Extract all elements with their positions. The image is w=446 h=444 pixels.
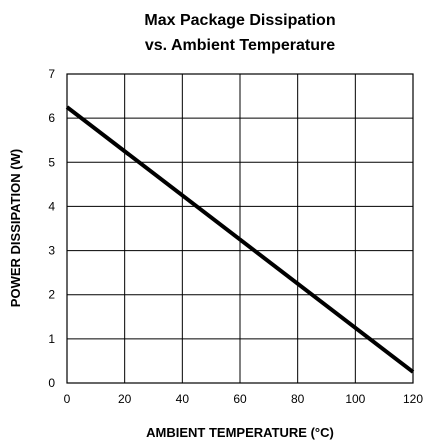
x-tick-label: 120 bbox=[403, 392, 423, 406]
y-tick-label: 5 bbox=[48, 155, 55, 169]
y-axis-label: POWER DISSIPATION (W) bbox=[8, 149, 23, 307]
x-tick-label: 20 bbox=[118, 392, 132, 406]
y-tick-label: 1 bbox=[48, 332, 55, 346]
y-tick-label: 6 bbox=[48, 111, 55, 125]
x-tick-label: 80 bbox=[291, 392, 305, 406]
x-tick-label: 0 bbox=[64, 392, 71, 406]
y-tick-label: 4 bbox=[48, 199, 55, 213]
x-tick-label: 60 bbox=[233, 392, 247, 406]
chart-title-line1: Max Package Dissipation bbox=[144, 12, 335, 29]
x-tick-label: 40 bbox=[176, 392, 190, 406]
y-tick-labels: 0 1 2 3 4 5 6 7 bbox=[48, 67, 55, 390]
x-tick-label: 100 bbox=[345, 392, 365, 406]
y-tick-label: 0 bbox=[48, 376, 55, 390]
grid-lines bbox=[67, 74, 413, 383]
y-tick-label: 2 bbox=[48, 288, 55, 302]
x-tick-labels: 0 20 40 60 80 100 120 bbox=[64, 392, 424, 406]
y-tick-label: 3 bbox=[48, 244, 55, 258]
x-axis-label: AMBIENT TEMPERATURE (°C) bbox=[146, 425, 334, 440]
y-tick-label: 7 bbox=[48, 67, 55, 81]
series-line-1 bbox=[65, 105, 415, 374]
series-group bbox=[65, 105, 415, 374]
plot-frame bbox=[66, 73, 414, 384]
chart-title-line2: vs. Ambient Temperature bbox=[145, 37, 335, 54]
